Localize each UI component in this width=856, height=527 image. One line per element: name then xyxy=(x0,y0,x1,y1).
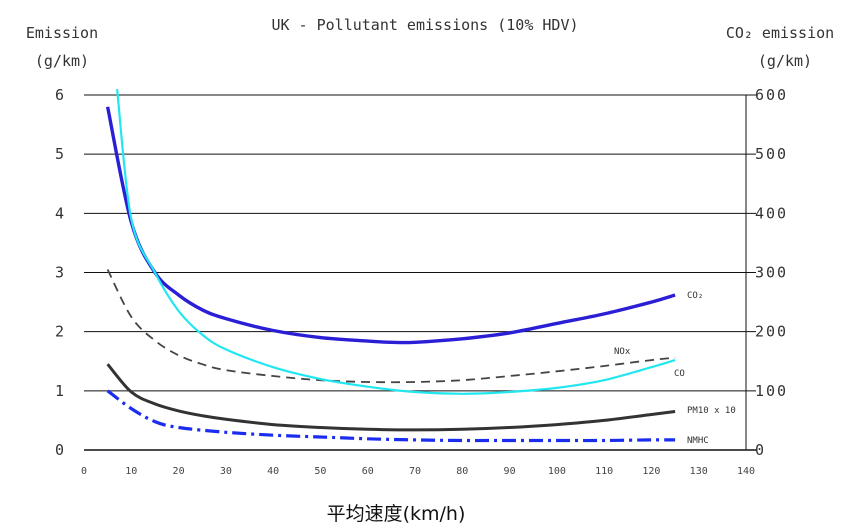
left-y-tick-label: 2 xyxy=(55,323,64,341)
left-y-tick-label: 4 xyxy=(55,204,64,222)
x-tick-label: 20 xyxy=(173,466,185,477)
series-label: NOx xyxy=(614,347,631,357)
right-axis-label-line2: (g/km) xyxy=(758,52,812,70)
series-line-co xyxy=(105,106,676,345)
series-line-pm10-x-10 xyxy=(106,363,676,432)
right-y-tick-label: 200 xyxy=(755,323,788,341)
right-y-tick-label: 600 xyxy=(755,86,788,104)
x-tick-label: 80 xyxy=(456,466,468,477)
series-labels: CO₂ NOx CO PM10 x 10 NMHC xyxy=(614,291,736,446)
right-axis-label-line1: CO₂ emission xyxy=(726,24,834,42)
series-line-co xyxy=(116,88,676,395)
series-lines xyxy=(105,88,676,443)
right-y-tick-label: 100 xyxy=(755,382,788,400)
x-axis-label: 平均速度(km/h) xyxy=(327,503,466,525)
right-y-tick-label: 0 xyxy=(755,441,766,459)
x-tick-label: 0 xyxy=(81,466,87,477)
x-tick-label: 120 xyxy=(642,466,660,477)
series-label: CO xyxy=(674,369,685,379)
x-tick-label: 40 xyxy=(267,466,279,477)
right-y-tick-label: 500 xyxy=(755,145,788,163)
left-axis-label-line2: (g/km) xyxy=(35,52,89,70)
series-label: NMHC xyxy=(687,436,709,446)
x-tick-label: 100 xyxy=(548,466,566,477)
x-tick-label: 30 xyxy=(220,466,232,477)
chart-title: UK - Pollutant emissions (10% HDV) xyxy=(271,16,578,34)
x-tick-label: 110 xyxy=(595,466,613,477)
series-label: CO₂ xyxy=(687,291,703,301)
left-y-tick-label: 5 xyxy=(55,145,64,163)
x-tick-label: 10 xyxy=(125,466,137,477)
x-tick-label: 60 xyxy=(362,466,374,477)
left-y-tick-label: 0 xyxy=(55,441,64,459)
left-axis-label-line1: Emission xyxy=(26,24,98,42)
x-tick-label: 140 xyxy=(737,466,755,477)
x-tick-label: 70 xyxy=(409,466,421,477)
series-label: PM10 x 10 xyxy=(687,406,736,416)
grid-lines xyxy=(84,94,756,451)
x-tick-label: 130 xyxy=(690,466,708,477)
series-line-nmhc xyxy=(106,389,676,443)
x-tick-label: 50 xyxy=(314,466,326,477)
left-y-tick-label: 1 xyxy=(55,382,64,400)
left-y-tick-label: 3 xyxy=(55,264,64,282)
x-tick-label: 90 xyxy=(504,466,516,477)
left-y-tick-label: 6 xyxy=(55,86,64,104)
right-y-tick-label: 300 xyxy=(755,264,788,282)
right-y-tick-label: 400 xyxy=(755,204,788,222)
